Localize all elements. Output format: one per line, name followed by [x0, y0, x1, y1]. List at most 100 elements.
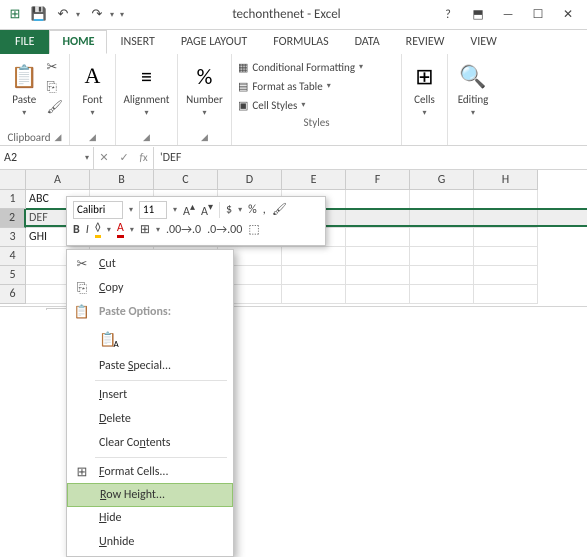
fx-icon[interactable]: fx: [139, 151, 147, 164]
enter-icon[interactable]: ✓: [119, 151, 128, 164]
format-painter-icon[interactable]: 🖌: [46, 100, 63, 118]
cells-button[interactable]: ⊞Cells▾: [408, 58, 441, 119]
redo-icon[interactable]: ↷: [86, 4, 108, 26]
font-launcher-icon[interactable]: ◢: [89, 132, 96, 143]
menu-copy[interactable]: ⎘Copy: [67, 276, 233, 300]
cancel-icon[interactable]: ✕: [99, 151, 108, 164]
cell-styles-button[interactable]: ▣Cell Styles▾: [238, 96, 395, 114]
copy-icon[interactable]: ⎘: [46, 80, 63, 98]
row-header[interactable]: 6: [0, 285, 26, 304]
shrink-font-icon[interactable]: A▾: [201, 200, 213, 219]
mini-size-select[interactable]: [139, 201, 167, 219]
row-header[interactable]: 4: [0, 247, 26, 266]
cell[interactable]: [410, 190, 474, 209]
cell[interactable]: [346, 247, 410, 266]
cell[interactable]: [346, 209, 410, 228]
mini-font-select[interactable]: [73, 201, 123, 219]
undo-dropdown-icon[interactable]: ▾: [76, 10, 84, 20]
tab-data[interactable]: DATA: [342, 30, 393, 54]
tab-insert[interactable]: INSERT: [107, 30, 167, 54]
paste-button[interactable]: 📋 Paste▾: [6, 58, 42, 119]
italic-icon[interactable]: I: [86, 223, 89, 237]
row-header[interactable]: 3: [0, 228, 26, 247]
menu-paste-special[interactable]: Paste Special...: [67, 354, 233, 378]
accounting-format-icon[interactable]: $: [226, 203, 232, 217]
merge-icon[interactable]: ⬚: [248, 222, 259, 237]
cell[interactable]: [346, 285, 410, 304]
cell[interactable]: [346, 266, 410, 285]
column-header[interactable]: F: [346, 170, 410, 190]
comma-format-icon[interactable]: ,: [263, 203, 266, 217]
formula-input[interactable]: 'DEF: [154, 151, 587, 165]
cell[interactable]: [410, 228, 474, 247]
column-header[interactable]: B: [90, 170, 154, 190]
help-icon[interactable]: ?: [435, 5, 461, 25]
undo-icon[interactable]: ↶: [52, 4, 74, 26]
cell[interactable]: [474, 228, 538, 247]
menu-format-cells[interactable]: ⊞Format Cells...: [67, 460, 233, 484]
menu-row-height[interactable]: Row Height...: [67, 483, 233, 507]
cell[interactable]: [410, 266, 474, 285]
column-header[interactable]: H: [474, 170, 538, 190]
row-header[interactable]: 5: [0, 266, 26, 285]
font-color-icon[interactable]: A: [117, 221, 124, 238]
cell[interactable]: [410, 247, 474, 266]
conditional-formatting-button[interactable]: ▦Conditional Formatting▾: [238, 58, 395, 76]
cell[interactable]: [346, 190, 410, 209]
close-icon[interactable]: ✕: [555, 5, 581, 25]
name-box[interactable]: A2▾: [0, 147, 94, 169]
alignment-launcher-icon[interactable]: ◢: [143, 132, 150, 143]
select-all-corner[interactable]: [0, 170, 26, 190]
tab-view[interactable]: VIEW: [457, 30, 509, 54]
menu-clear-contents[interactable]: Clear Contents: [67, 431, 233, 455]
column-header[interactable]: A: [26, 170, 90, 190]
column-header[interactable]: G: [410, 170, 474, 190]
paste-option-all[interactable]: 📋A: [95, 326, 121, 352]
cell[interactable]: [474, 190, 538, 209]
column-header[interactable]: E: [282, 170, 346, 190]
decrease-decimal-icon[interactable]: .00→.0: [166, 223, 201, 237]
fill-color-icon[interactable]: ◊: [95, 221, 101, 238]
excel-icon[interactable]: ⊞: [4, 4, 26, 26]
menu-insert[interactable]: Insert: [67, 383, 233, 407]
maximize-icon[interactable]: ☐: [525, 5, 551, 25]
minimize-icon[interactable]: —: [495, 5, 521, 25]
number-launcher-icon[interactable]: ◢: [201, 132, 208, 143]
cell[interactable]: [474, 209, 538, 228]
cell[interactable]: [474, 266, 538, 285]
cell[interactable]: [474, 285, 538, 304]
format-painter-mini-icon[interactable]: 🖌: [272, 202, 287, 217]
borders-icon[interactable]: ⊞: [140, 222, 150, 237]
redo-dropdown-icon[interactable]: ▾: [110, 10, 118, 20]
tab-review[interactable]: REVIEW: [393, 30, 458, 54]
cell[interactable]: [410, 209, 474, 228]
tab-formulas[interactable]: FORMULAS: [260, 30, 341, 54]
ribbon-options-icon[interactable]: ⬒: [465, 5, 491, 25]
tab-page-layout[interactable]: PAGE LAYOUT: [168, 30, 260, 54]
menu-hide[interactable]: Hide: [67, 506, 233, 530]
increase-decimal-icon[interactable]: .0→.00: [207, 223, 242, 237]
cell[interactable]: [282, 247, 346, 266]
percent-format-icon[interactable]: %: [248, 203, 257, 217]
cut-icon[interactable]: ✂: [46, 60, 63, 78]
save-icon[interactable]: 💾: [28, 4, 50, 26]
cell[interactable]: [474, 247, 538, 266]
format-as-table-button[interactable]: ▤Format as Table▾: [238, 77, 395, 95]
column-header[interactable]: D: [218, 170, 282, 190]
tab-file[interactable]: FILE: [0, 30, 49, 54]
cell[interactable]: [282, 266, 346, 285]
row-header[interactable]: 2: [0, 209, 26, 228]
grow-font-icon[interactable]: A▴: [183, 200, 195, 219]
cell[interactable]: [346, 228, 410, 247]
cell[interactable]: [410, 285, 474, 304]
menu-unhide[interactable]: Unhide: [67, 530, 233, 554]
menu-delete[interactable]: Delete: [67, 407, 233, 431]
qat-customize-icon[interactable]: ▾: [120, 10, 134, 20]
editing-button[interactable]: 🔍Editing▾: [454, 58, 492, 119]
clipboard-launcher-icon[interactable]: ◢: [55, 132, 62, 143]
cell[interactable]: [282, 285, 346, 304]
row-header[interactable]: 1: [0, 190, 26, 209]
alignment-button[interactable]: ≡Alignment▾: [122, 58, 171, 119]
column-header[interactable]: C: [154, 170, 218, 190]
tab-home[interactable]: HOME: [49, 30, 107, 54]
